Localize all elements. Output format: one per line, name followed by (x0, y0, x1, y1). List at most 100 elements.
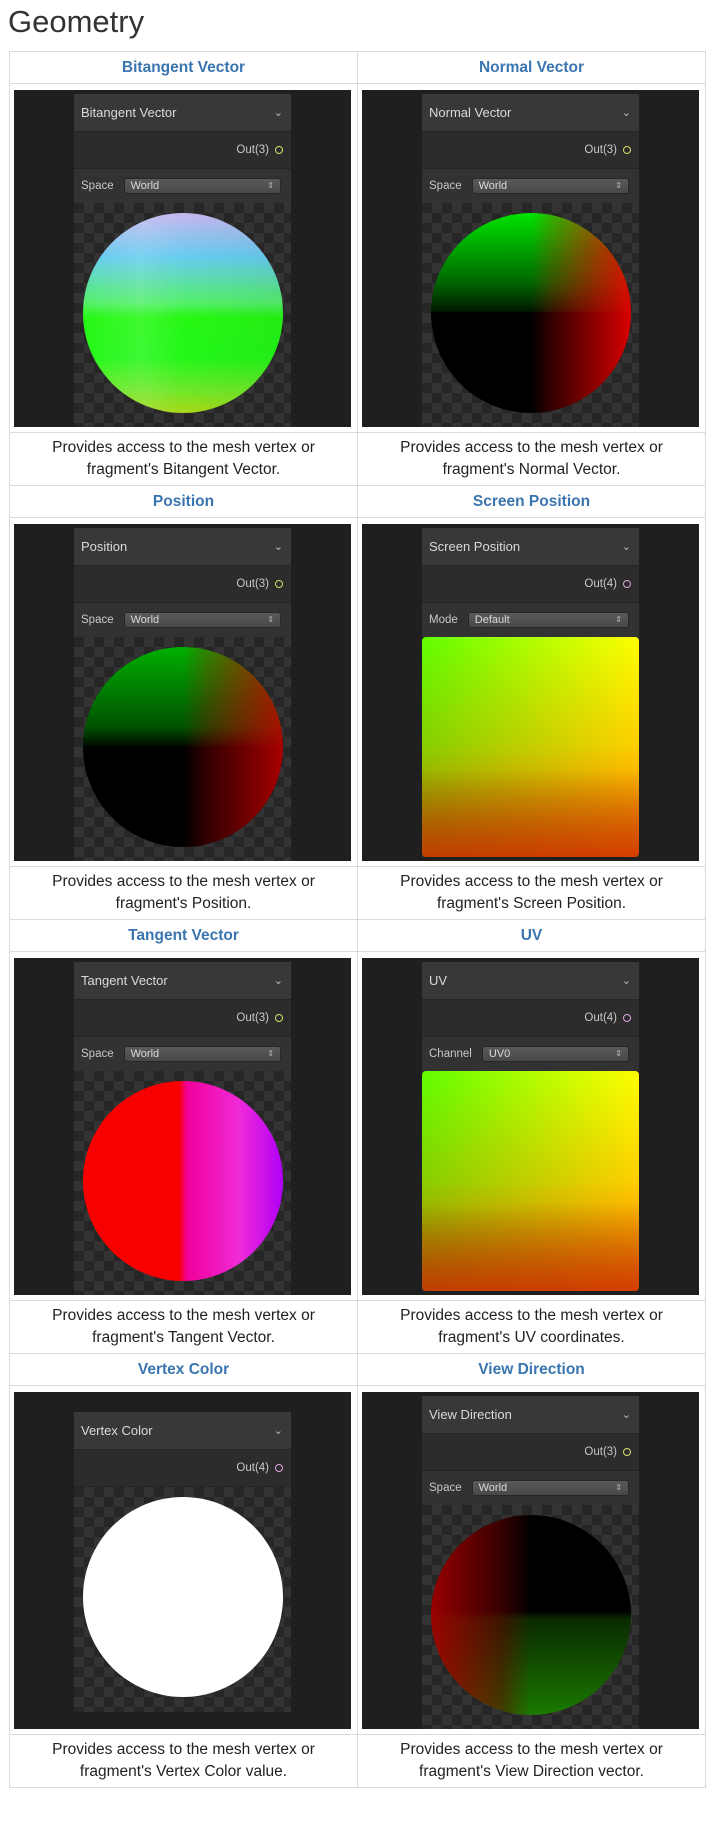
node-card: Vertex Color ⌄ Out(4) (74, 1411, 291, 1487)
geometry-node-table: Bitangent Vector Normal Vector Bitangent… (9, 51, 706, 1788)
cell-description-view-direction: Provides access to the mesh vertex or fra… (357, 1734, 706, 1788)
preview-quad (422, 636, 639, 857)
preview-sphere (83, 1080, 283, 1281)
option-label: Space (429, 1481, 462, 1494)
option-row: Space World ⇕ (74, 168, 291, 203)
table-header-row: Vertex Color View Direction (9, 1353, 706, 1386)
description-text: Provides access to the mesh vertex or (400, 1307, 663, 1324)
preview-quad (422, 1070, 639, 1291)
dropdown-arrows-icon: ⇕ (267, 1049, 274, 1058)
cell-header-uv: UV (357, 919, 706, 952)
cell-description-vertex-color: Provides access to the mesh vertex or fra… (9, 1734, 358, 1788)
description-text: Provides access to the mesh vertex or (52, 1307, 315, 1324)
node-card: Normal Vector ⌄ Out(3) Space World ⇕ (422, 93, 639, 203)
option-row: Channel UV0 ⇕ (422, 1036, 639, 1071)
node-screenshot-screen-position: Screen Position ⌄ Out(4) Mode Default ⇕ (362, 523, 699, 861)
preview-sphere (83, 646, 283, 847)
output-port-icon (275, 579, 283, 588)
section-title: Geometry (8, 4, 145, 39)
preview-sphere (83, 212, 283, 413)
cell-header-screen-position: Screen Position (357, 485, 706, 518)
cell-image-normal: Normal Vector ⌄ Out(3) Space World ⇕ (357, 83, 706, 433)
node-header: View Direction ⌄ (422, 1395, 639, 1434)
option-row: Space World ⇕ (74, 602, 291, 637)
dropdown-value: Default (474, 613, 510, 626)
output-port-row: Out(3) (422, 1433, 639, 1471)
option-label: Space (81, 179, 114, 192)
output-port-row: Out(3) (74, 565, 291, 603)
preview-sphere (431, 1514, 631, 1715)
cell-image-tangent: Tangent Vector ⌄ Out(3) Space World ⇕ (9, 951, 358, 1301)
output-port-icon (275, 145, 283, 154)
table-description-row: Provides access to the mesh vertex or fra… (9, 1300, 706, 1354)
cell-description-normal: Provides access to the mesh vertex or fra… (357, 432, 706, 486)
description-text: fragment's View Direction vector. (419, 1763, 644, 1780)
chevron-down-icon: ⌄ (273, 106, 283, 119)
link-screen-position[interactable]: Screen Position (472, 492, 591, 510)
output-port-row: Out(3) (74, 999, 291, 1037)
link-vertex-color[interactable]: Vertex Color (137, 1360, 230, 1378)
node-screenshot-normal: Normal Vector ⌄ Out(3) Space World ⇕ (362, 89, 699, 427)
output-port-row: Out(3) (422, 131, 639, 169)
output-port-row: Out(4) (422, 565, 639, 603)
output-port-icon (275, 1013, 283, 1022)
link-bitangent-vector[interactable]: Bitangent Vector (121, 58, 246, 76)
node-header: Position ⌄ (74, 527, 291, 566)
output-port-icon (623, 1013, 631, 1022)
link-tangent-vector[interactable]: Tangent Vector (128, 926, 239, 944)
cell-header-position: Position (9, 485, 358, 518)
description-text: fragment's Screen Position. (436, 895, 627, 912)
link-uv[interactable]: UV (520, 926, 543, 944)
preview-area (422, 1504, 639, 1729)
preview-area (74, 202, 291, 427)
node-screenshot-vertex-color: Vertex Color ⌄ Out(4) (14, 1391, 351, 1729)
output-port-icon (623, 1447, 631, 1456)
description-text: Provides access to the mesh vertex or (52, 439, 315, 456)
output-label: Out(3) (236, 143, 269, 156)
description-text: Provides access to the mesh vertex or (400, 1741, 663, 1758)
cell-image-screen-position: Screen Position ⌄ Out(4) Mode Default ⇕ (357, 517, 706, 867)
output-label: Out(3) (236, 577, 269, 590)
node-screenshot-bitangent: Bitangent Vector ⌄ Out(3) Space World ⇕ (14, 89, 351, 427)
chevron-down-icon: ⌄ (621, 540, 631, 553)
cell-description-bitangent: Provides access to the mesh vertex or fra… (9, 432, 358, 486)
mode-dropdown: Default ⇕ (467, 611, 629, 628)
table-description-row: Provides access to the mesh vertex or fra… (9, 866, 706, 920)
output-label: Out(4) (584, 1011, 617, 1024)
node-screenshot-uv: UV ⌄ Out(4) Channel UV0 ⇕ (362, 957, 699, 1295)
description-text: Provides access to the mesh vertex or (400, 873, 663, 890)
table-description-row: Provides access to the mesh vertex or fra… (9, 1734, 706, 1788)
description-text: fragment's Tangent Vector. (92, 1329, 275, 1346)
node-header: UV ⌄ (422, 961, 639, 1000)
output-port-icon (623, 145, 631, 154)
link-position[interactable]: Position (152, 492, 215, 510)
table-image-row: Tangent Vector ⌄ Out(3) Space World ⇕ UV ⌄ O… (9, 951, 706, 1301)
chevron-down-icon: ⌄ (273, 540, 283, 553)
node-header: Screen Position ⌄ (422, 527, 639, 566)
dropdown-value: World (478, 1481, 508, 1494)
cell-image-uv: UV ⌄ Out(4) Channel UV0 ⇕ (357, 951, 706, 1301)
node-screenshot-tangent: Tangent Vector ⌄ Out(3) Space World ⇕ (14, 957, 351, 1295)
description-text: fragment's UV coordinates. (438, 1329, 625, 1346)
link-view-direction[interactable]: View Direction (478, 1360, 585, 1378)
cell-description-tangent: Provides access to the mesh vertex or fra… (9, 1300, 358, 1354)
chevron-down-icon: ⌄ (273, 1424, 283, 1437)
output-port-row: Out(4) (422, 999, 639, 1037)
space-dropdown: World ⇕ (471, 177, 629, 194)
link-normal-vector[interactable]: Normal Vector (478, 58, 585, 76)
node-card: UV ⌄ Out(4) Channel UV0 ⇕ (422, 961, 639, 1071)
channel-dropdown: UV0 ⇕ (481, 1045, 629, 1062)
cell-header-normal: Normal Vector (357, 51, 706, 84)
preview-area (422, 202, 639, 427)
node-name: Screen Position (429, 538, 521, 554)
preview-area (74, 1486, 291, 1712)
node-card: Tangent Vector ⌄ Out(3) Space World ⇕ (74, 961, 291, 1071)
table-header-row: Position Screen Position (9, 485, 706, 518)
node-name: View Direction (429, 1406, 512, 1422)
dropdown-value: World (130, 1047, 160, 1060)
node-header: Bitangent Vector ⌄ (74, 93, 291, 132)
dropdown-arrows-icon: ⇕ (615, 1049, 622, 1058)
node-card: View Direction ⌄ Out(3) Space World ⇕ (422, 1395, 639, 1505)
chevron-down-icon: ⌄ (621, 106, 631, 119)
